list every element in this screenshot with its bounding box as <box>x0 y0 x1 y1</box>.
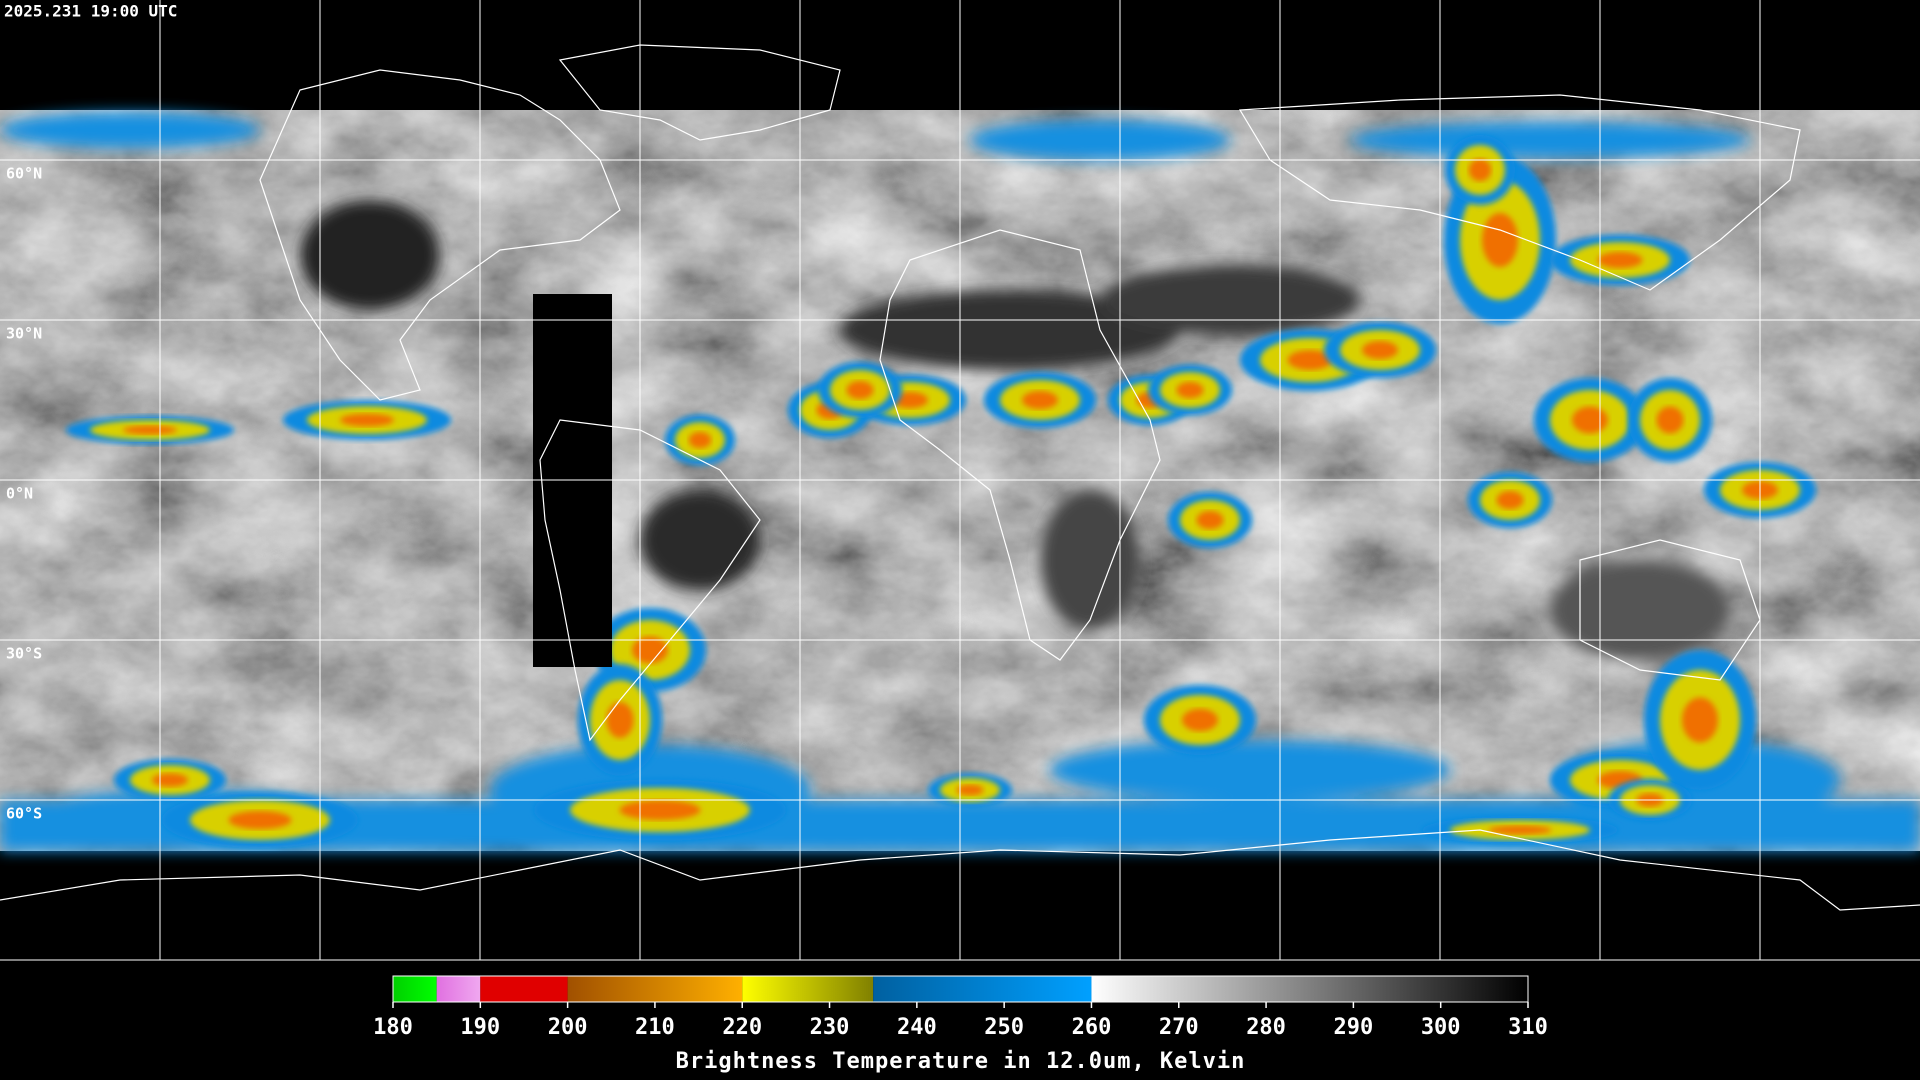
colorbar-tick-label: 230 <box>810 1015 850 1040</box>
colorbar-tick-label: 210 <box>635 1015 675 1040</box>
storm-cell <box>1656 406 1684 434</box>
colorbar-segment <box>436 976 481 1002</box>
storm-cell <box>1182 708 1218 732</box>
colorbar-tick-label: 180 <box>373 1015 413 1040</box>
storm-cell <box>340 413 394 427</box>
storm-cell <box>1482 213 1518 267</box>
colorbar-segment <box>567 976 743 1002</box>
colorbar-segment <box>873 976 1092 1002</box>
colorbar-tick-label: 220 <box>722 1015 762 1040</box>
colorbar-segment <box>393 976 437 1002</box>
storm-cell <box>619 800 701 820</box>
storm-cell <box>1022 391 1058 409</box>
storm-cells <box>66 135 1816 848</box>
latitude-label: 30°S <box>6 645 42 663</box>
storm-cell <box>123 425 177 435</box>
storm-cell <box>956 784 984 796</box>
latitude-label: 60°S <box>6 805 42 823</box>
colorbar-tick-label: 240 <box>897 1015 937 1040</box>
latitude-label: 30°N <box>6 325 42 343</box>
storm-cell <box>1196 511 1224 529</box>
storm-cell <box>1176 381 1204 399</box>
colorbar-tick-label: 270 <box>1159 1015 1199 1040</box>
colorbar: 180 190 200 210 220 230 240 250 260 270 280 290 300 3… <box>373 975 1548 1074</box>
colorbar-segment <box>742 976 874 1002</box>
colorbar-label: Brightness Temperature in 12.0um, Kelvin <box>676 1049 1246 1074</box>
coastlines <box>0 44 1920 911</box>
storm-cell <box>632 636 668 664</box>
timestamp: 2025.231 19:00 UTC <box>4 2 177 21</box>
storm-cell <box>1572 406 1608 434</box>
storm-cell <box>1488 825 1552 835</box>
storm-cell <box>1287 350 1333 370</box>
storm-cell <box>1362 341 1398 359</box>
colorbar-tick-label: 290 <box>1334 1015 1374 1040</box>
graticule: 60°N 30°N 0°N 30°S 60°S <box>0 0 1920 961</box>
storm-cell <box>688 431 712 449</box>
storm-cell <box>606 702 634 738</box>
storm-cell <box>846 381 874 399</box>
storm-cell <box>152 773 188 787</box>
latitude-label: 60°N <box>6 165 42 183</box>
storm-cell <box>1468 158 1492 182</box>
colorbar-segment <box>1091 976 1528 1002</box>
colorbar-tick-label: 200 <box>548 1015 588 1040</box>
colorbar-tick-label: 310 <box>1508 1015 1548 1040</box>
storm-cell <box>1496 491 1524 509</box>
colorbar-tick-label: 280 <box>1246 1015 1286 1040</box>
colorbar-tick-label: 260 <box>1072 1015 1112 1040</box>
colorbar-tick-label: 300 <box>1421 1015 1461 1040</box>
latitude-label: 0°N <box>6 485 33 503</box>
colorbar-segment <box>480 976 568 1002</box>
storm-cell <box>1682 697 1718 743</box>
colorbar-tick-label: 190 <box>460 1015 500 1040</box>
colorbar-frame <box>392 975 1529 1003</box>
storm-cell <box>228 811 292 829</box>
storm-cell <box>1597 251 1643 269</box>
colorbar-tick-label: 250 <box>984 1015 1024 1040</box>
dry-regions <box>300 200 1730 660</box>
